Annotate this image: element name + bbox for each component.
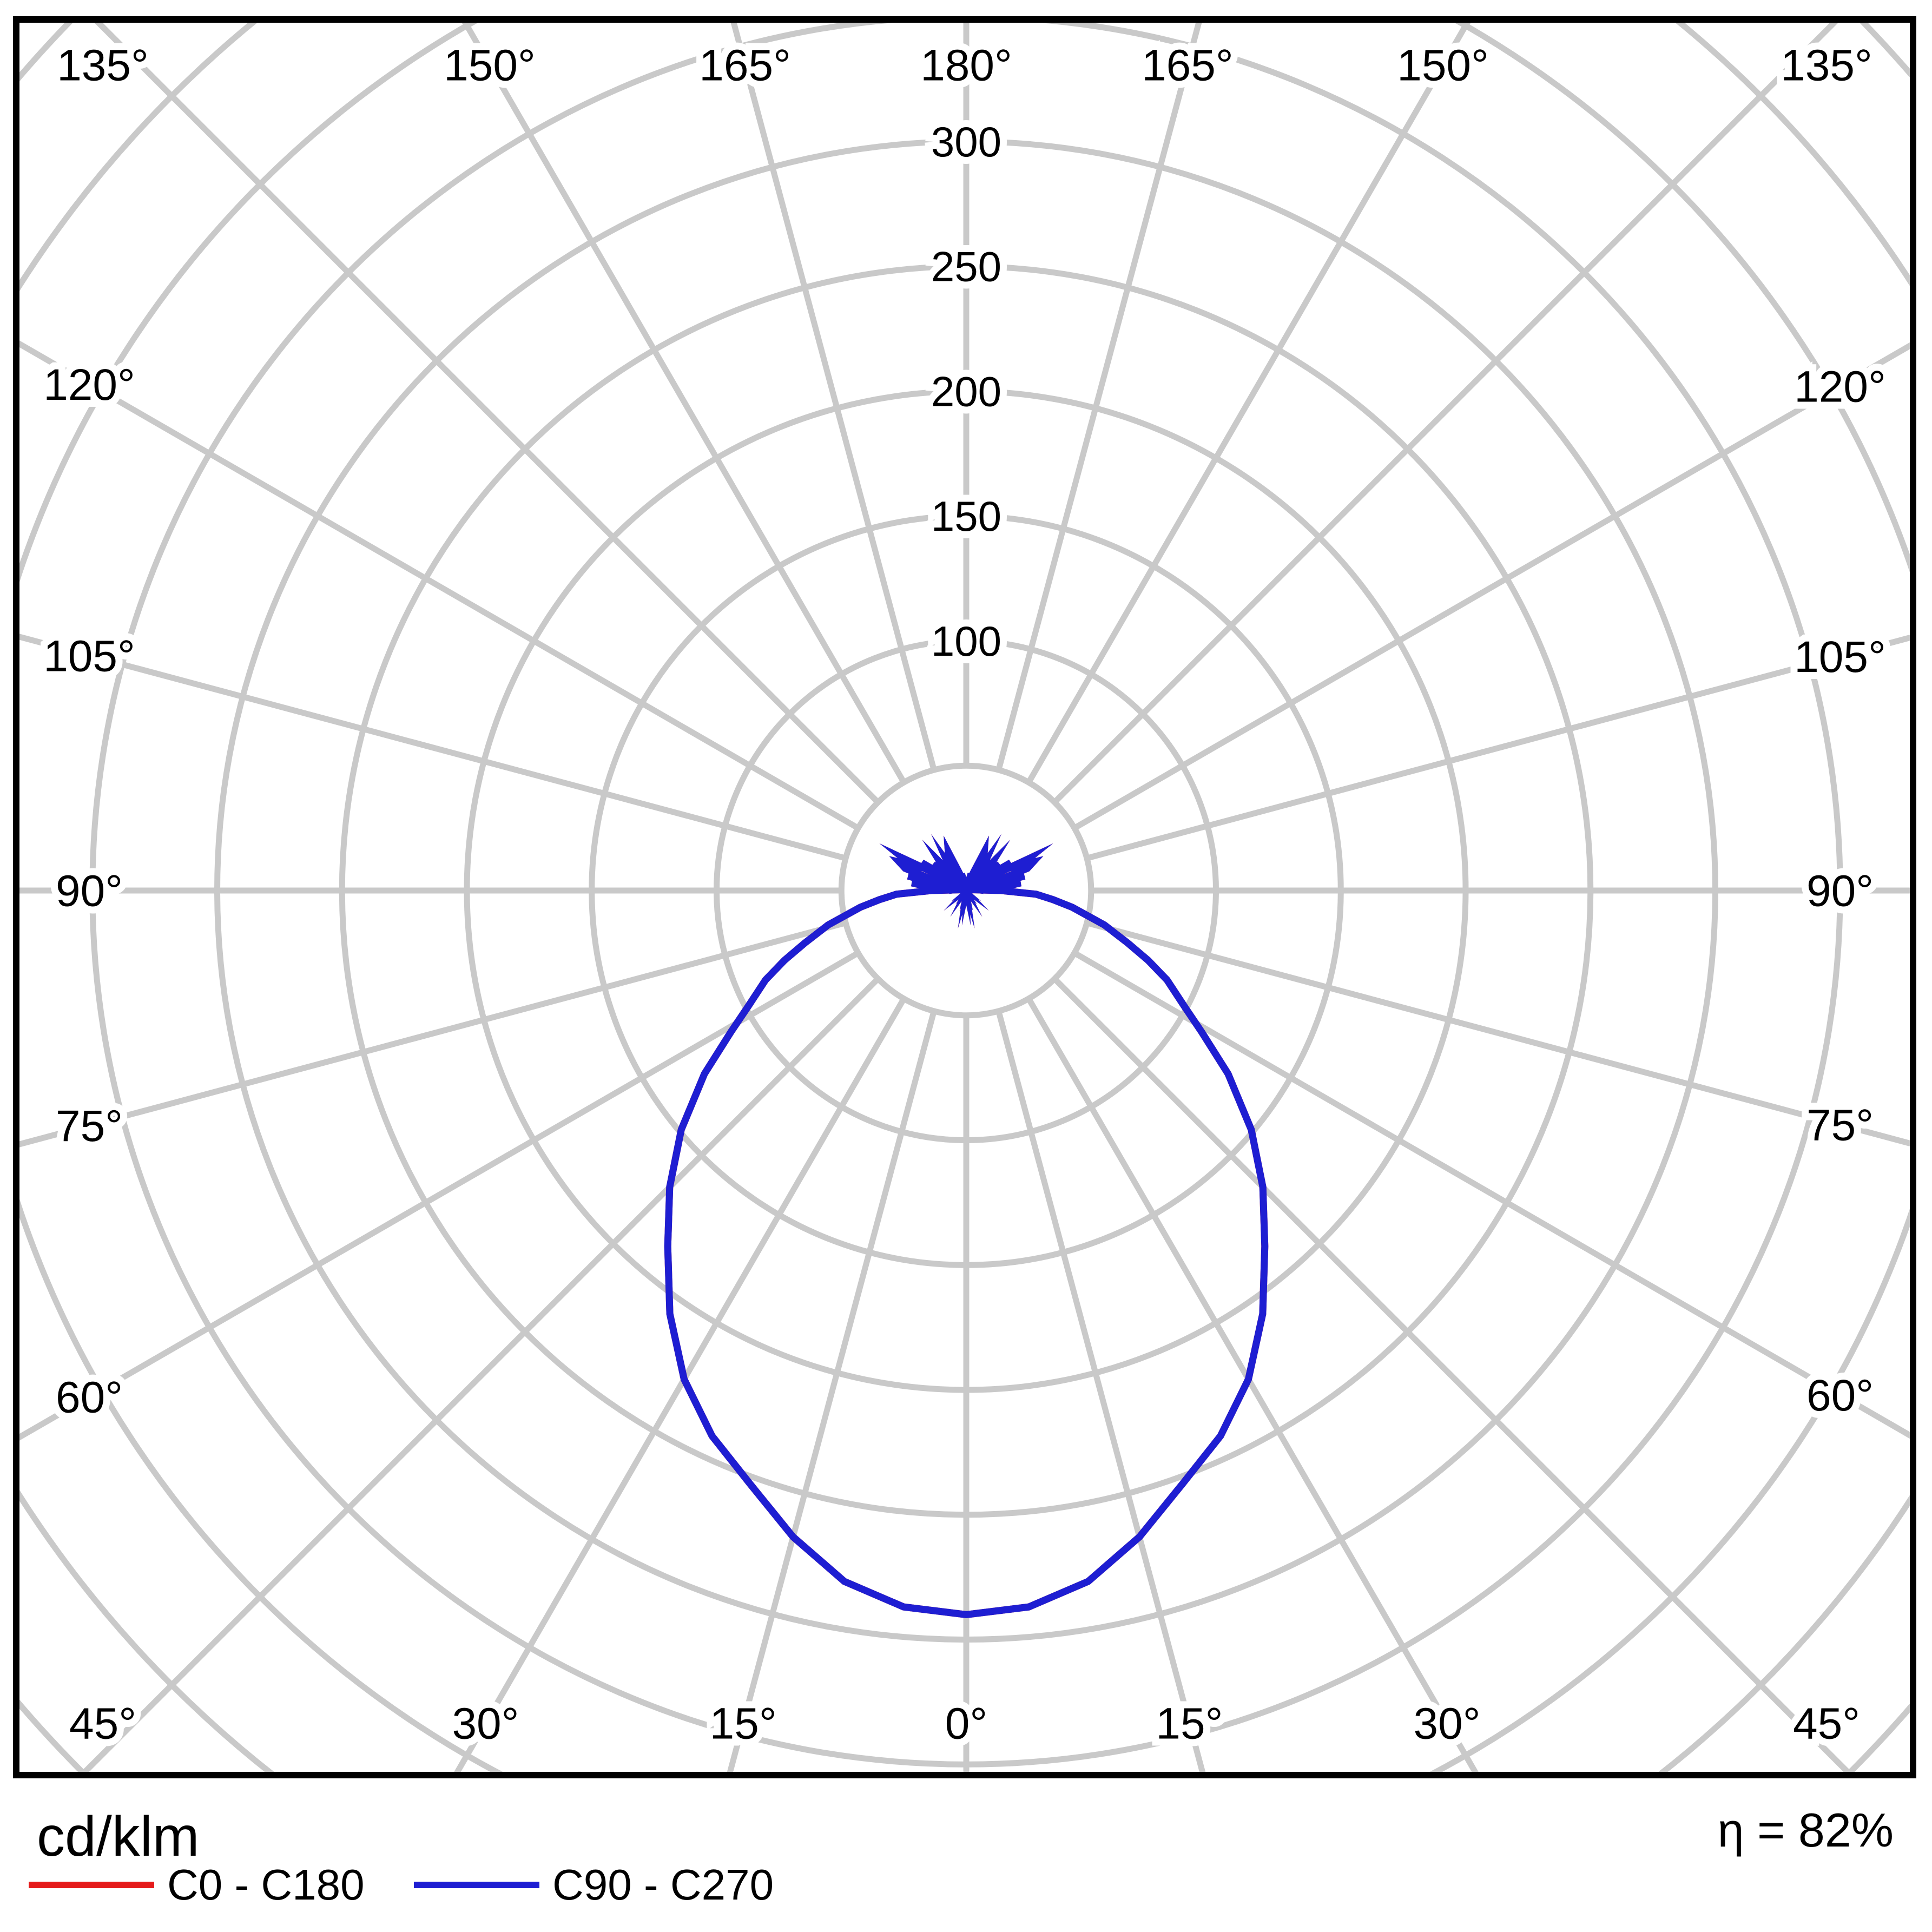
efficiency-label: η = 82% — [1717, 1803, 1894, 1857]
grid-spoke — [1073, 340, 1913, 831]
angle-label: 120° — [1794, 362, 1886, 411]
grid-spoke — [77, 977, 880, 1775]
angle-label: 45° — [1793, 1699, 1860, 1749]
grid-spoke — [16, 338, 860, 831]
grid-spoke — [995, 19, 1203, 771]
grid-spoke — [1026, 997, 1481, 1775]
angle-label: 150° — [1397, 41, 1489, 90]
angle-label: 135° — [57, 41, 149, 90]
grid-spoke — [1026, 19, 1473, 784]
legend-swatch-c0-c180 — [29, 1882, 154, 1888]
legend-item-c0-c180: C0 - C180 — [29, 1847, 365, 1923]
grid-spoke — [460, 19, 907, 784]
angle-label: 15° — [710, 1699, 777, 1749]
grid-spoke — [452, 997, 907, 1775]
grid-spoke — [1086, 634, 1913, 861]
angle-label: 0° — [945, 1699, 987, 1749]
legend-item-c90-c270: C90 - C270 — [414, 1847, 774, 1923]
ring-label: 200 — [931, 367, 1001, 415]
angle-label: 75° — [56, 1102, 123, 1151]
angle-label: 90° — [56, 867, 123, 916]
angle-label: 30° — [1414, 1699, 1481, 1749]
angle-label: 150° — [444, 41, 536, 90]
angle-label: 60° — [1806, 1371, 1874, 1420]
angle-label: 165° — [1142, 41, 1234, 90]
angle-label: 45° — [69, 1699, 136, 1749]
angle-label: 105° — [1794, 632, 1886, 682]
angle-label: 75° — [1806, 1100, 1874, 1150]
angle-label: 165° — [699, 41, 791, 90]
grid-spoke — [91, 19, 880, 805]
ring-label: 150 — [931, 492, 1001, 540]
angle-label: 105° — [43, 631, 135, 681]
unit-label: cd/klm — [37, 1805, 200, 1868]
legend-swatch-c90-c270 — [414, 1882, 539, 1888]
plot-frame — [13, 16, 1916, 1778]
ring-label: 300 — [931, 118, 1001, 166]
angle-label: 60° — [56, 1373, 123, 1422]
ring-label: 250 — [931, 243, 1001, 291]
grid-spoke — [726, 1010, 937, 1775]
grid-spoke — [995, 1010, 1206, 1775]
angle-label: 30° — [452, 1699, 519, 1749]
grid-spoke — [729, 19, 937, 771]
curves — [664, 834, 1269, 1618]
grid-spoke — [16, 632, 847, 861]
labels: 100 150 200 250 300 0° 15° 15° 30° 30° 45° 45° 60° 60… — [36, 34, 1893, 1756]
grid-spoke — [16, 950, 860, 1443]
legend-label-c0-c180: C0 - C180 — [167, 1861, 365, 1909]
angle-label: 90° — [1806, 867, 1874, 916]
ring-label: 100 — [931, 617, 1001, 665]
grid-spoke — [1052, 19, 1842, 805]
angle-label: 135° — [1781, 41, 1872, 90]
grid-spoke — [1073, 950, 1913, 1441]
grid-spoke — [16, 920, 847, 1149]
grid-spoke — [1086, 920, 1913, 1148]
angle-label: 120° — [43, 360, 135, 410]
angle-label: 180° — [920, 41, 1012, 90]
angle-label: 15° — [1156, 1699, 1223, 1749]
legend-label-c90-c270: C90 - C270 — [552, 1861, 774, 1909]
grid-spoke — [1052, 977, 1855, 1775]
curve-c90-c270 — [664, 834, 1269, 1618]
